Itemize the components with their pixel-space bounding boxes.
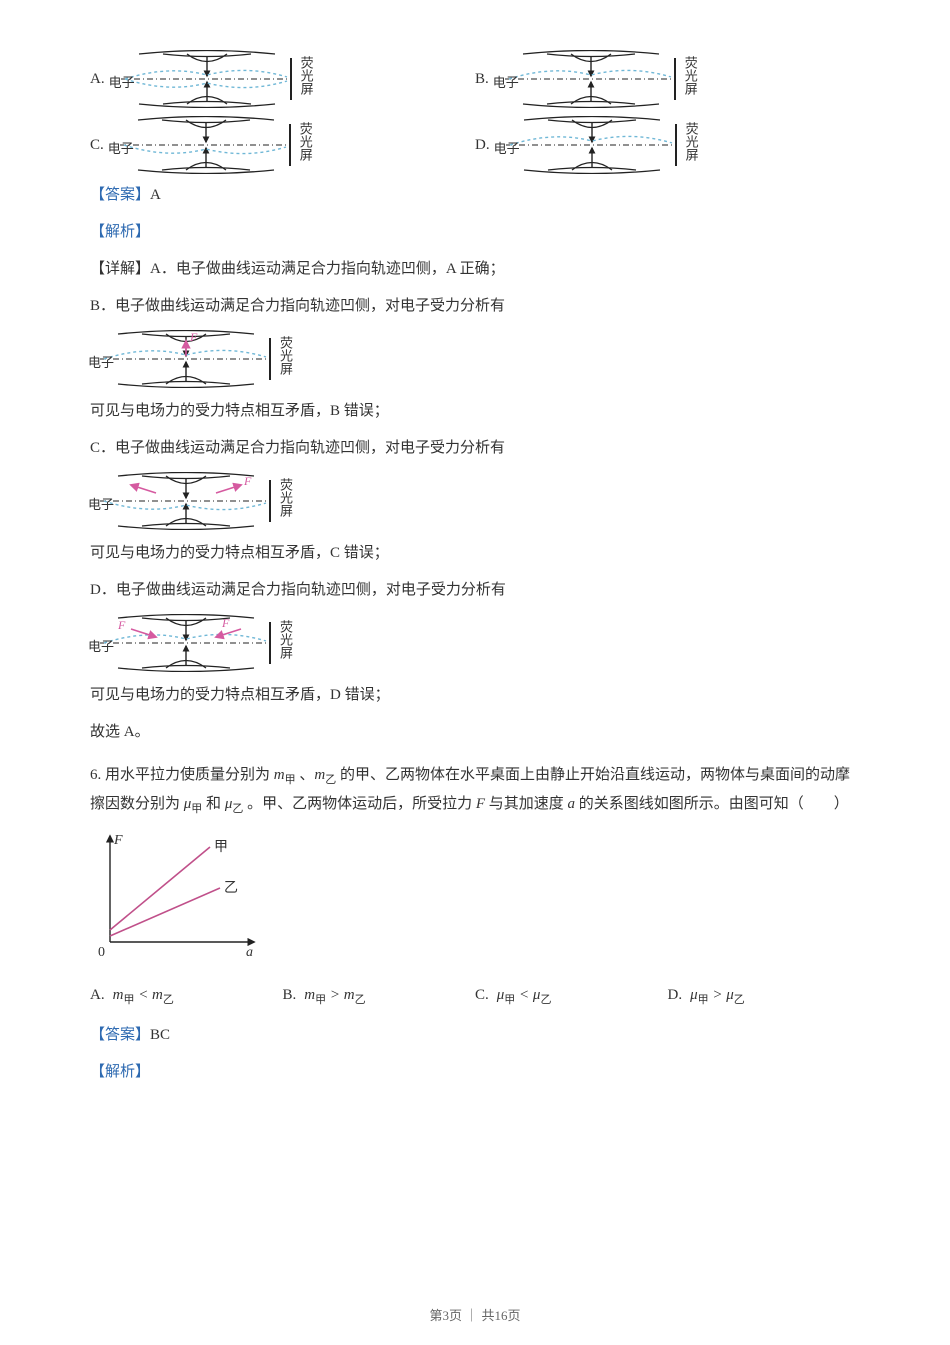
q5-detail-B-post: 可见与电场力的受力特点相互矛盾，B 错误； [90,398,860,425]
expr: m甲 < m乙 [113,987,174,1003]
answer-label: 【答案】 [90,187,150,203]
q6-analysis-label: 【解析】 [90,1059,860,1086]
svg-text:a: a [246,945,253,960]
svg-text:0: 0 [98,945,105,960]
q6-stem: 6. 用水平拉力使质量分别为 m甲 、m乙 的甲、乙两物体在水平桌面上由静止开始… [90,762,860,820]
svg-text:甲: 甲 [214,840,228,855]
field-diagram-A: 电子 荧光屏 [111,50,311,108]
q5-detail-D-pre: D．电子做曲线运动满足合力指向轨迹凹侧，对电子受力分析有 [90,577,860,604]
q5-detail-A: 【详解】A．电子做曲线运动满足合力指向轨迹凹侧，A 正确； [90,256,860,283]
q6-answer: 【答案】BC [90,1022,860,1049]
svg-text:F: F [243,474,252,488]
field-diagram-C: 电子 荧光屏 [110,116,310,174]
q5-options-row-1: A. 电子 荧光屏 B. 电子 荧光屏 [90,50,860,108]
q6-choice-D: D.μ甲 > μ乙 [668,982,861,1011]
detail-label: 【详解】 [90,261,150,277]
q5-detail-D-post: 可见与电场力的受力特点相互矛盾，D 错误； [90,682,860,709]
expr: μ甲 < μ乙 [497,987,552,1003]
q5-analysis-label: 【解析】 [90,219,860,246]
option-label: A. [90,66,105,93]
q5-detail-C-post: 可见与电场力的受力特点相互矛盾，C 错误； [90,540,860,567]
field-diagram-detail-D: 电子 FF荧光屏 [90,614,290,672]
text: A．电子做曲线运动满足合力指向轨迹凹侧，A 正确； [150,261,505,277]
field-diagram-B: 电子 荧光屏 [495,50,695,108]
q5-options-row-2: C. 电子 荧光屏 D. 电子 荧光屏 [90,116,860,174]
field-diagram-detail-B: 电子 F荧光屏 [90,330,290,388]
q6-choices: A.m甲 < m乙 B.m甲 > m乙 C.μ甲 < μ乙 D.μ甲 > μ乙 [90,982,860,1011]
option-label: C. [90,132,104,159]
svg-text:F: F [221,616,230,630]
q5-option-A: A. 电子 荧光屏 [90,50,475,108]
q6-choice-A: A.m甲 < m乙 [90,982,283,1011]
q5-final: 故选 A。 [90,719,860,746]
answer-value: BC [150,1027,170,1043]
q6-choice-B: B.m甲 > m乙 [283,982,476,1011]
expr: μ甲 > μ乙 [690,987,745,1003]
svg-text:F: F [189,330,198,344]
svg-text:F: F [113,833,123,848]
page-number: 第3页 ｜ 共16页 [429,1308,520,1323]
q5-option-B: B. 电子 荧光屏 [475,50,860,108]
answer-label: 【答案】 [90,1027,150,1043]
q6-chart: 甲乙 Fa 0 [90,830,270,970]
svg-text:F: F [117,618,126,632]
field-diagram-detail-C: 电子 F荧光屏 [90,472,290,530]
q6-stem-text: 用水平拉力使质量分别为 m甲 、m乙 的甲、乙两物体在水平桌面上由静止开始沿直线… [90,767,850,812]
q5-answer: 【答案】A [90,182,860,209]
q5-detail-B-pre: B．电子做曲线运动满足合力指向轨迹凹侧，对电子受力分析有 [90,293,860,320]
q5-detail-C-pre: C．电子做曲线运动满足合力指向轨迹凹侧，对电子受力分析有 [90,435,860,462]
svg-text:乙: 乙 [224,880,238,896]
q6-choice-C: C.μ甲 < μ乙 [475,982,668,1011]
expr: m甲 > m乙 [304,987,365,1003]
q5-option-D: D. 电子 荧光屏 [475,116,860,174]
q5-option-C: C. 电子 荧光屏 [90,116,475,174]
answer-value: A [150,187,161,203]
option-label: D. [475,132,490,159]
option-label: B. [475,66,489,93]
field-diagram-D: 电子 荧光屏 [496,116,696,174]
q6-number: 6. [90,767,101,783]
page-footer: 第3页 ｜ 共16页 [0,1304,950,1327]
